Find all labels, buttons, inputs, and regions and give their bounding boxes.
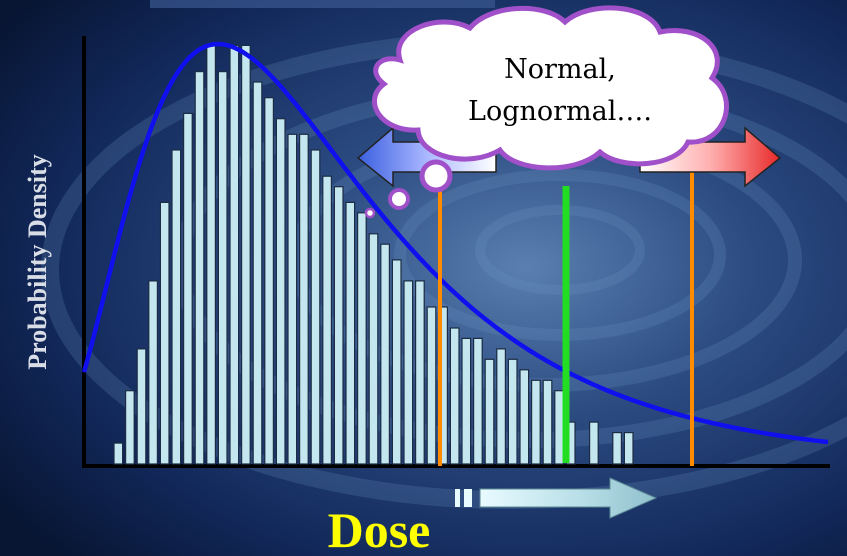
histogram-bar (461, 337, 472, 465)
histogram-bar (299, 133, 309, 465)
histogram-bar (530, 379, 541, 465)
histogram-bar (623, 432, 634, 465)
histogram-bar (484, 358, 495, 465)
histogram-bar (519, 369, 530, 465)
histogram-bar (391, 259, 402, 465)
histogram-bar (136, 348, 147, 465)
histogram-bar (159, 201, 170, 465)
histogram-bar (124, 390, 135, 465)
histogram-bar (241, 44, 251, 465)
histogram-bar (275, 118, 286, 465)
histogram-bar (333, 186, 344, 465)
histogram-bar (380, 243, 390, 465)
histogram-bar (588, 421, 599, 465)
histogram-bar (229, 44, 240, 465)
y-axis-label: Probability Density (23, 154, 52, 369)
histogram-bar (287, 133, 298, 465)
histogram-bar (496, 348, 506, 465)
histogram-bar (171, 149, 182, 465)
histogram-bar (357, 212, 367, 465)
cloud-text-line1: Normal, (504, 54, 616, 85)
thought-cloud: Normal, Lognormal…. (364, 5, 729, 219)
lognormal-fit-curve (81, 41, 829, 445)
histogram-bar (252, 81, 263, 465)
dose-direction-arrow (455, 477, 658, 519)
histogram-bar (403, 280, 414, 465)
histogram-bars (113, 44, 634, 465)
histogram-bar (542, 379, 553, 465)
histogram-bar (507, 358, 518, 465)
histogram-bar (310, 149, 321, 465)
histogram-bar (554, 390, 564, 465)
histogram-bar (322, 175, 332, 465)
cloud-text-line2: Lognormal…. (468, 96, 652, 127)
histogram-bar (217, 70, 228, 465)
x-axis-label: Dose (328, 502, 431, 556)
histogram-bar (449, 327, 460, 465)
histogram-bar (368, 233, 379, 465)
histogram-bar (194, 70, 205, 465)
histogram-bar (148, 280, 159, 465)
histogram-bar (206, 44, 217, 465)
histogram-bar (345, 201, 356, 465)
histogram-bar (113, 442, 124, 465)
histogram-bar (183, 112, 193, 465)
histogram-bar (473, 337, 483, 465)
histogram-bar (612, 432, 622, 465)
top-panel-edge (150, 0, 495, 8)
histogram-bar (415, 280, 425, 465)
histogram-bar (426, 306, 437, 465)
histogram-bar (264, 97, 274, 465)
